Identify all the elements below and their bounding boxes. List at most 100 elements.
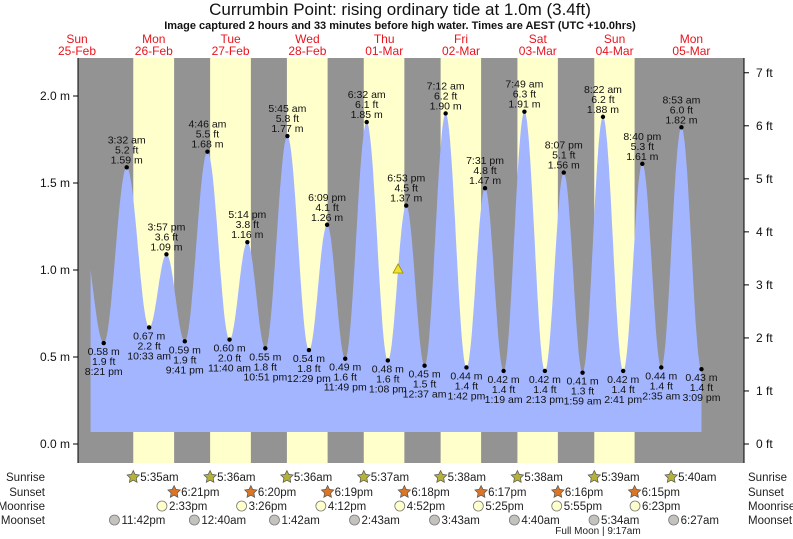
sunrise-row-label-right: Sunrise bbox=[748, 472, 787, 484]
low-tide-point bbox=[659, 365, 664, 370]
tide-height-ft: 1.3 ft bbox=[571, 386, 594, 398]
tide-height-m: 0.42 m bbox=[529, 374, 561, 386]
tide-time: 4:46 am bbox=[188, 119, 226, 131]
high-tide-point bbox=[285, 133, 290, 139]
day-of-week: Tue bbox=[220, 32, 241, 46]
sunset-time: 6:18pm bbox=[411, 487, 449, 499]
moonrise-moon-icon bbox=[315, 500, 327, 512]
chart-title: Currumbin Point: rising ordinary tide at… bbox=[209, 0, 591, 19]
tide-height-m: 1.85 m bbox=[351, 109, 383, 121]
low-tide-point bbox=[385, 358, 391, 363]
right-tick-label: 3 ft bbox=[756, 278, 773, 292]
tide-time: 5:14 pm bbox=[228, 209, 266, 221]
tide-height-m: 0.67 m bbox=[133, 330, 165, 342]
tide-height-m: 1.88 m bbox=[587, 104, 619, 116]
tide-height-ft: 5.5 ft bbox=[196, 129, 219, 141]
sunrise-time: 5:35am bbox=[140, 472, 178, 484]
tide-time: 10:33 am bbox=[127, 350, 171, 362]
day-date: 04-Mar bbox=[596, 44, 634, 58]
tide-height-ft: 4.5 ft bbox=[395, 183, 418, 195]
high-tide-point bbox=[324, 222, 330, 227]
low-tide-point bbox=[343, 356, 348, 361]
sun-moon-rows: Sunrise Sunrise 5:35am 5:36am 5:36am 5:37am 5:… bbox=[0, 469, 793, 537]
tide-height-m: 1.47 m bbox=[469, 175, 501, 187]
tide-height-ft: 6.0 ft bbox=[670, 104, 693, 116]
sunset-star-icon bbox=[320, 484, 335, 498]
tide-height-m: 0.58 m bbox=[88, 346, 120, 358]
tide-height-m: 0.41 m bbox=[566, 376, 598, 388]
right-tick-label: 4 ft bbox=[756, 225, 773, 239]
day-date: 05-Mar bbox=[672, 44, 710, 58]
tide-height-ft: 1.4 ft bbox=[690, 382, 713, 394]
tide-height-m: 0.54 m bbox=[293, 353, 325, 365]
tide-height-m: 1.61 m bbox=[626, 151, 658, 163]
day-date: 26-Feb bbox=[135, 44, 173, 58]
tide-height-ft: 1.4 ft bbox=[612, 384, 635, 396]
low-tide-point bbox=[227, 337, 232, 342]
day-of-week: Sat bbox=[529, 32, 548, 46]
right-tick-label: 1 ft bbox=[756, 384, 773, 398]
tide-time: 6:09 pm bbox=[308, 192, 346, 204]
tide-height-m: 0.42 m bbox=[607, 374, 639, 386]
sunset-time: 6:16pm bbox=[565, 487, 603, 499]
sunrise-star-icon bbox=[510, 469, 525, 483]
moonset-time: 5:34am bbox=[601, 515, 639, 527]
moonrise-time: 3:26pm bbox=[249, 501, 287, 513]
right-tick-label: 5 ft bbox=[756, 172, 773, 186]
current-tide-marker bbox=[392, 263, 404, 274]
tide-time: 7:12 am bbox=[427, 80, 465, 92]
day-date: 02-Mar bbox=[442, 44, 480, 58]
tide-height-ft: 4.1 ft bbox=[315, 202, 338, 214]
sunrise-time: 5:39am bbox=[601, 472, 639, 484]
tide-time: 3:09 pm bbox=[683, 392, 721, 404]
tide-height-ft: 1.8 ft bbox=[254, 361, 277, 373]
tide-height-ft: 1.9 ft bbox=[92, 356, 115, 368]
tide-time: 11:40 am bbox=[208, 363, 251, 375]
moonset-moon-icon bbox=[188, 514, 200, 526]
tide-height-m: 0.60 m bbox=[213, 343, 245, 355]
high-tide-point bbox=[164, 252, 169, 257]
high-tide-point bbox=[124, 165, 129, 170]
tide-height-m: 0.45 m bbox=[409, 369, 441, 381]
sunset-star-icon bbox=[243, 484, 258, 498]
tide-time: 8:21 pm bbox=[85, 366, 123, 378]
high-tide-point bbox=[679, 125, 684, 130]
tide-height-ft: 1.4 ft bbox=[492, 384, 515, 396]
tide-time: 1:59 am bbox=[564, 396, 602, 408]
tide-height-ft: 3.8 ft bbox=[236, 219, 259, 231]
left-tick-label: 1.0 m bbox=[40, 263, 70, 277]
tide-curve bbox=[90, 111, 702, 432]
sunset-time: 6:19pm bbox=[335, 487, 373, 499]
low-tide-point bbox=[101, 340, 106, 346]
moonset-moon-icon bbox=[588, 514, 600, 526]
sunset-star-icon bbox=[627, 484, 642, 498]
sunrise-star-icon bbox=[126, 469, 141, 483]
tide-height-ft: 4.8 ft bbox=[473, 165, 496, 177]
tide-time: 8:07 pm bbox=[545, 140, 583, 152]
tide-time: 2:35 am bbox=[642, 390, 680, 402]
tide-height-m: 0.59 m bbox=[169, 344, 201, 356]
left-tick-label: 2.0 m bbox=[40, 89, 70, 103]
tide-height-ft: 6.2 ft bbox=[434, 90, 457, 102]
sunset-star-icon bbox=[550, 484, 565, 498]
tide-height-ft: 1.5 ft bbox=[413, 379, 436, 391]
moonrise-moon-icon bbox=[236, 500, 247, 512]
low-tide-point bbox=[263, 346, 268, 351]
sunrise-star-icon bbox=[664, 469, 679, 483]
tide-height-m: 0.42 m bbox=[488, 374, 520, 386]
tide-time: 9:41 pm bbox=[166, 364, 204, 376]
high-tide-point bbox=[245, 239, 250, 245]
right-tick-label: 7 ft bbox=[756, 66, 773, 80]
tide-height-m: 0.43 m bbox=[685, 372, 717, 384]
tide-height-m: 1.68 m bbox=[191, 139, 223, 151]
day-of-week: Thu bbox=[374, 32, 395, 46]
moonset-time: 1:42am bbox=[281, 515, 319, 527]
tide-height-m: 1.56 m bbox=[548, 160, 580, 172]
tide-height-ft: 6.1 ft bbox=[355, 99, 378, 111]
moonset-moon-icon bbox=[508, 514, 520, 526]
chart-subtitle: Image captured 2 hours and 33 minutes be… bbox=[164, 20, 636, 32]
tide-height-m: 1.59 m bbox=[111, 154, 143, 166]
moonset-moon-icon bbox=[429, 514, 440, 526]
tide-time: 6:53 pm bbox=[387, 173, 425, 185]
right-tick-label: 0 ft bbox=[756, 437, 773, 451]
